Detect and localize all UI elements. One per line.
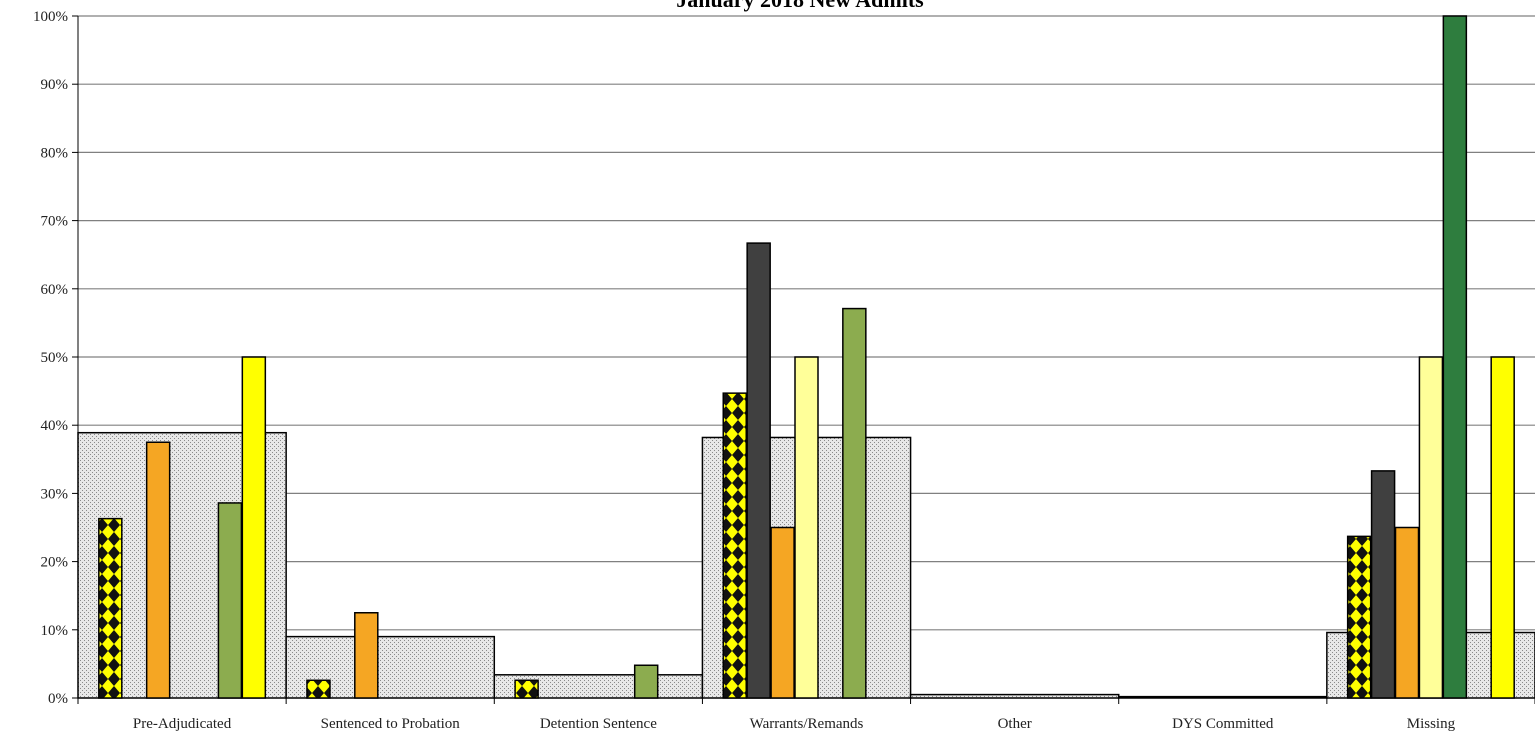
x-category-label: Warrants/Remands xyxy=(750,716,864,732)
y-tick-label: 50% xyxy=(41,350,69,366)
x-category-label: Detention Sentence xyxy=(540,716,657,732)
y-tick-label: 30% xyxy=(41,486,69,502)
bar xyxy=(1418,356,1444,699)
bar xyxy=(145,441,171,699)
y-tick-label: 70% xyxy=(41,214,69,230)
y-tick-label: 60% xyxy=(41,282,69,298)
bar xyxy=(842,307,867,699)
y-tick-label: 20% xyxy=(41,555,69,571)
y-tick-label: 40% xyxy=(41,418,69,434)
bar xyxy=(1370,470,1396,699)
x-category-label: Sentenced to Probation xyxy=(321,716,461,732)
y-tick-label: 10% xyxy=(41,623,69,639)
x-category-label: Pre-Adjudicated xyxy=(133,716,232,732)
bar xyxy=(1490,356,1515,699)
y-axis: 0% 10% 20% 30% 40% 50% 60% 70% 80% 90% 100% xyxy=(33,9,79,707)
bar xyxy=(1346,535,1372,699)
bar xyxy=(354,612,379,699)
chart-title: January 2018 New Admits xyxy=(676,0,924,12)
x-category-label: Missing xyxy=(1407,716,1456,732)
bar xyxy=(633,664,659,699)
x-category-label: Other xyxy=(998,716,1032,732)
bar xyxy=(217,502,243,699)
bar xyxy=(1442,15,1468,699)
y-tick-label: 0% xyxy=(48,691,68,707)
bar xyxy=(514,679,539,699)
bar xyxy=(770,526,795,699)
bar xyxy=(1394,526,1420,699)
y-tick-label: 100% xyxy=(33,9,68,25)
y-tick-label: 90% xyxy=(41,77,69,93)
bar xyxy=(306,679,331,699)
bar xyxy=(98,517,123,699)
x-axis: Pre-Adjudicated Sentenced to Probation Det… xyxy=(77,697,1535,732)
y-tick-label: 80% xyxy=(41,145,69,161)
bar xyxy=(241,356,267,699)
x-category-label: DYS Committed xyxy=(1172,716,1274,732)
bar xyxy=(722,392,747,699)
bar xyxy=(746,242,771,699)
background-bar xyxy=(909,693,1120,699)
bar xyxy=(794,356,819,699)
bar-series xyxy=(98,15,1515,699)
